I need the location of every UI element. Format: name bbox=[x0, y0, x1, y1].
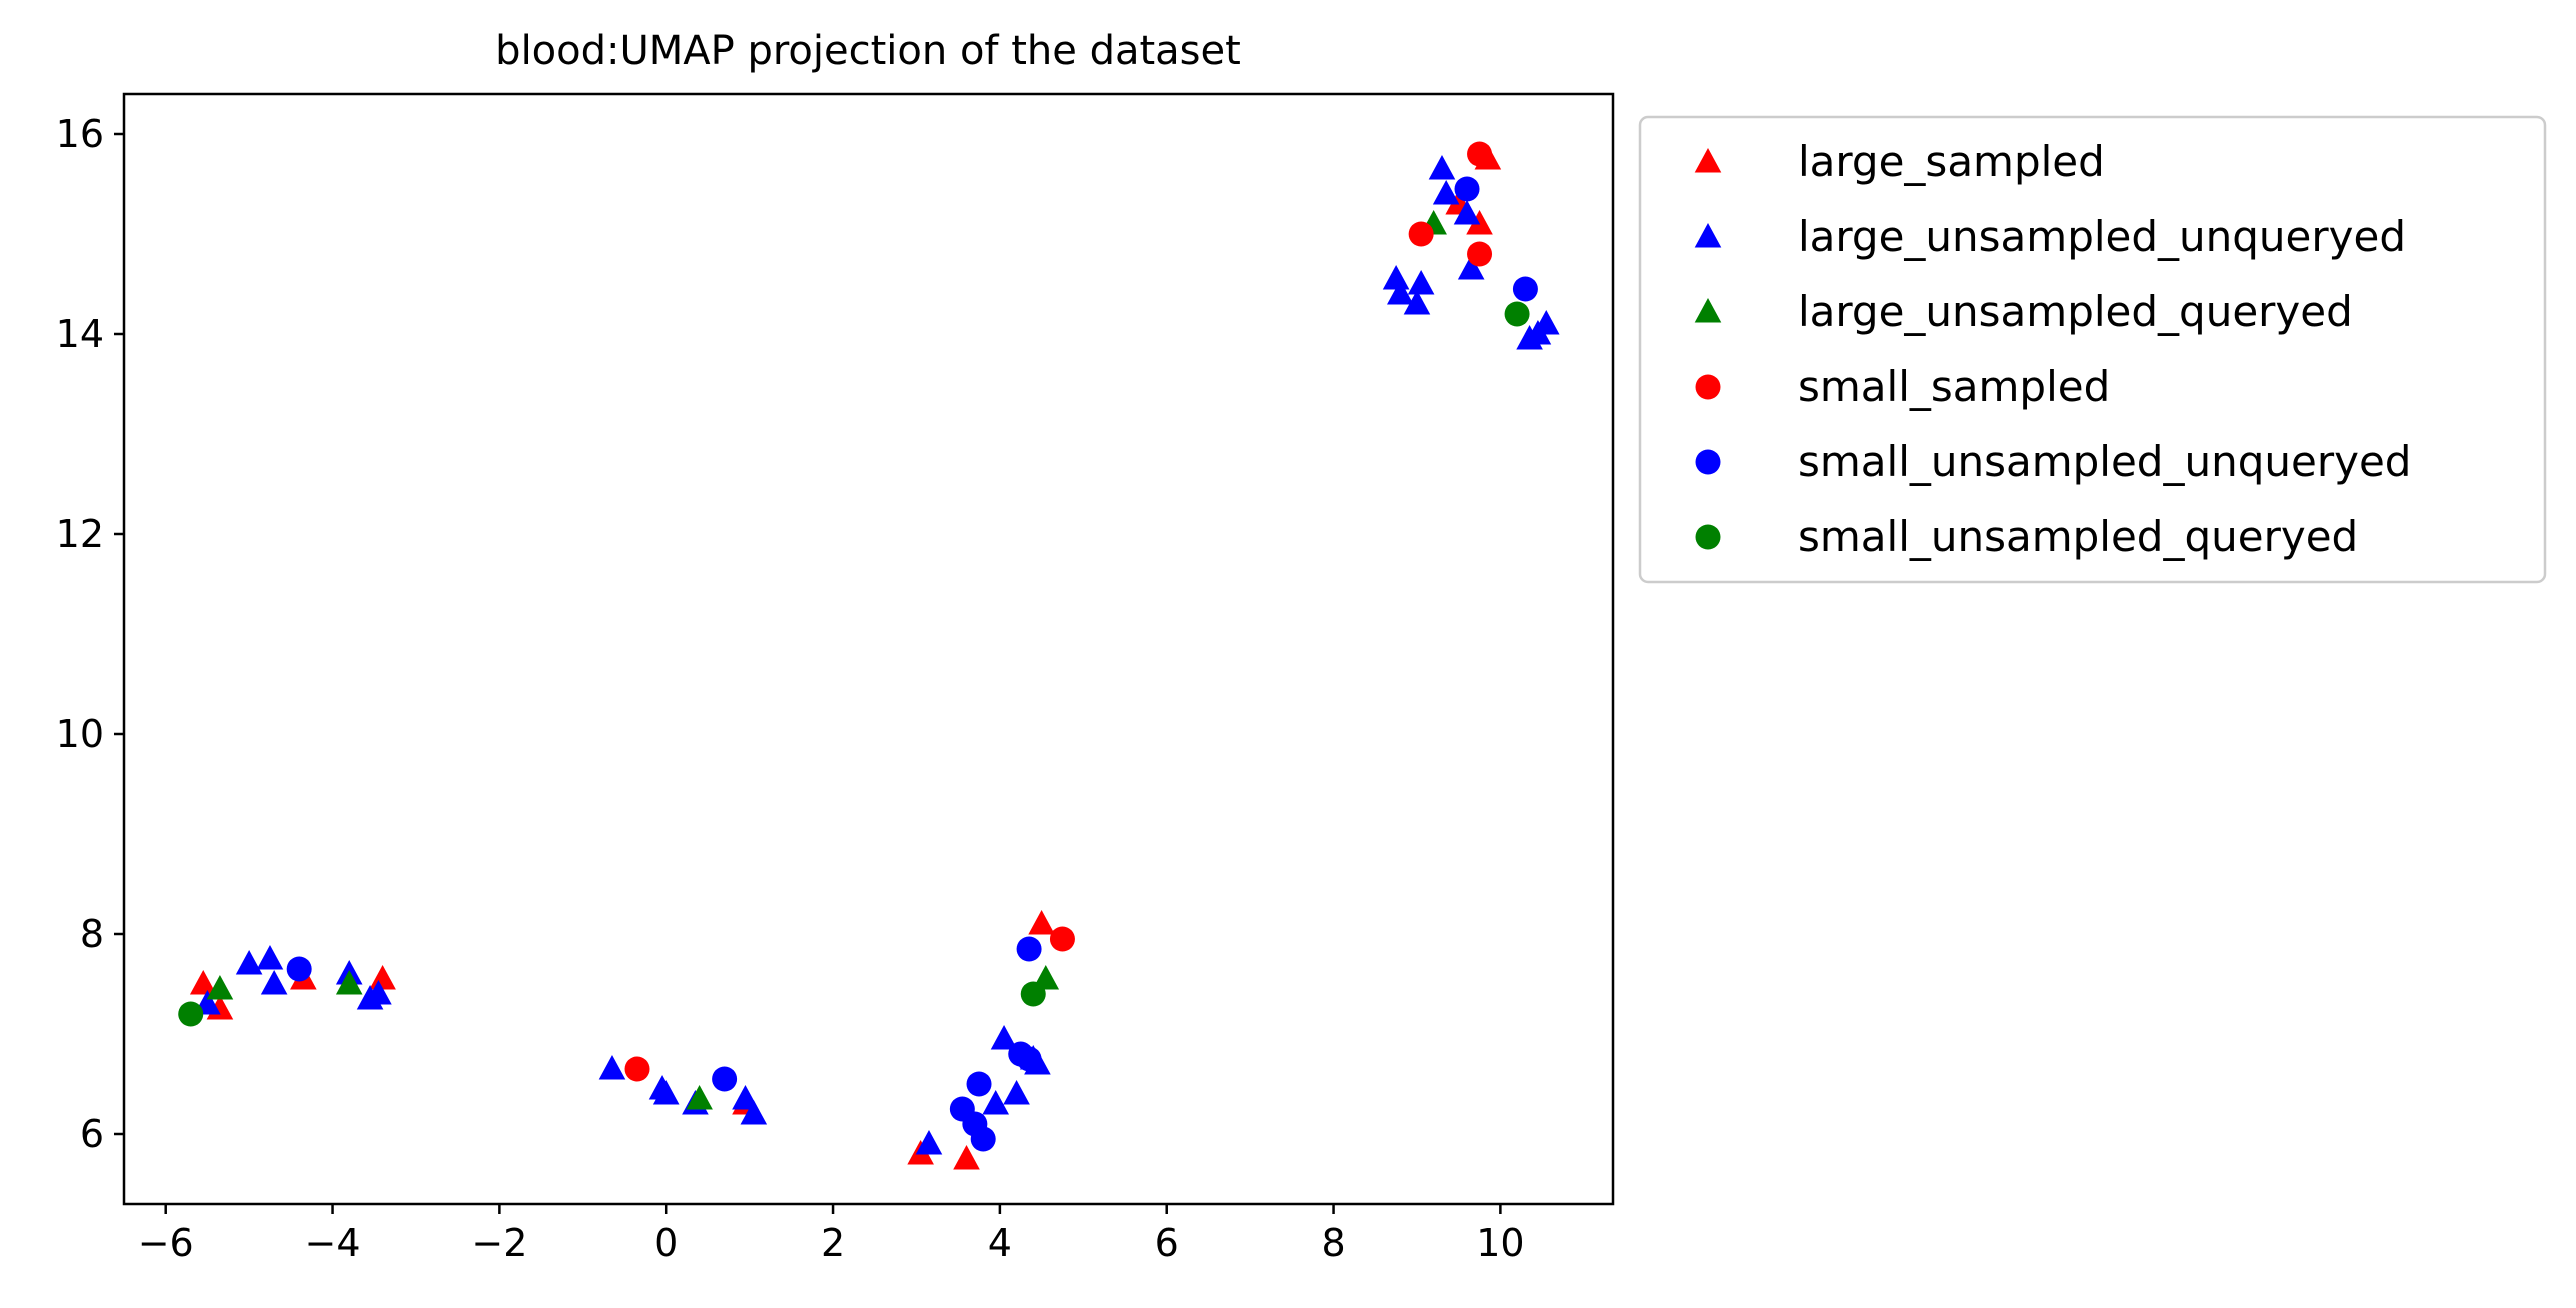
data-point bbox=[286, 956, 312, 982]
legend-label-large-unsampled-queryed: large_unsampled_queryed bbox=[1798, 287, 2353, 336]
data-point bbox=[686, 1085, 713, 1110]
data-point bbox=[260, 970, 288, 995]
x-tick-label: −6 bbox=[138, 1221, 194, 1265]
y-tick-label: 6 bbox=[80, 1112, 104, 1156]
x-tick-label: 10 bbox=[1476, 1221, 1524, 1265]
data-point bbox=[1382, 265, 1410, 290]
legend-marker-small-unsampled-unqueryed bbox=[1695, 449, 1721, 475]
data-point bbox=[256, 945, 284, 970]
x-tick-label: −2 bbox=[471, 1221, 527, 1265]
data-point bbox=[1453, 200, 1481, 225]
data-point bbox=[712, 1066, 738, 1092]
legend-marker-small-unsampled-queryed bbox=[1695, 524, 1721, 550]
series-small-unsampled-queryed bbox=[178, 301, 1530, 1027]
data-point bbox=[1407, 270, 1435, 295]
legend-label-small-unsampled-unqueryed: small_unsampled_unqueryed bbox=[1798, 437, 2411, 486]
data-point bbox=[178, 1001, 204, 1027]
x-tick-label: −4 bbox=[305, 1221, 361, 1265]
data-point bbox=[335, 970, 363, 995]
y-tick-label: 10 bbox=[56, 712, 104, 756]
data-point bbox=[1016, 936, 1042, 962]
data-point bbox=[1028, 910, 1055, 935]
y-tick-label: 16 bbox=[56, 112, 104, 156]
plot-area-frame bbox=[122, 92, 1615, 1206]
x-tick-label: 8 bbox=[1321, 1221, 1345, 1265]
legend: large_sampled large_unsampled_unqueryedla… bbox=[1638, 115, 2547, 584]
data-point bbox=[365, 980, 392, 1005]
data-point bbox=[1003, 1080, 1030, 1105]
data-point bbox=[1532, 310, 1560, 335]
legend-label-large-sampled: large_sampled bbox=[1798, 137, 2105, 186]
legend-marker-large-unsampled-unqueryed bbox=[1694, 223, 1722, 248]
data-point bbox=[1466, 210, 1493, 235]
x-tick-label: 6 bbox=[1155, 1221, 1179, 1265]
data-point bbox=[990, 1025, 1018, 1050]
data-point bbox=[598, 1055, 626, 1080]
data-point bbox=[966, 1071, 992, 1097]
y-tick-label: 8 bbox=[80, 912, 104, 956]
data-point bbox=[1467, 141, 1493, 167]
data-point bbox=[915, 1130, 943, 1155]
data-point bbox=[953, 1145, 980, 1170]
data-point bbox=[1512, 276, 1538, 302]
data-point bbox=[1386, 280, 1414, 305]
legend-frame bbox=[1638, 115, 2547, 584]
data-point bbox=[1432, 180, 1460, 205]
data-point bbox=[1457, 255, 1485, 280]
data-point bbox=[1016, 1046, 1042, 1072]
legend-label-large-unsampled-unqueryed: large_unsampled_unqueryed bbox=[1798, 212, 2406, 261]
series-small-sampled bbox=[624, 141, 1493, 1082]
axes: −6 −4 −2 0 2 4 6 8 10 6 8 10 12 14 16 bbox=[56, 112, 1525, 1265]
chart-title: blood:UMAP projection of the dataset bbox=[495, 28, 1241, 74]
y-tick-label: 12 bbox=[56, 512, 104, 556]
legend-label-small-sampled: small_sampled bbox=[1798, 362, 2110, 411]
data-point bbox=[1454, 176, 1480, 202]
x-tick-label: 2 bbox=[821, 1221, 845, 1265]
data-point bbox=[1020, 981, 1046, 1007]
x-tick-label: 0 bbox=[654, 1221, 678, 1265]
data-point bbox=[369, 965, 396, 990]
legend-marker-small-sampled bbox=[1695, 374, 1721, 400]
data-point bbox=[235, 950, 263, 975]
data-point bbox=[740, 1100, 768, 1125]
data-point bbox=[1467, 241, 1493, 267]
legend-label-small-unsampled-queryed: small_unsampled_queryed bbox=[1798, 512, 2358, 561]
data-point bbox=[982, 1090, 1010, 1115]
data-markers bbox=[178, 141, 1560, 1170]
data-point bbox=[970, 1126, 996, 1152]
series-small-unsampled-unqueryed bbox=[286, 176, 1538, 1152]
data-point bbox=[652, 1080, 680, 1105]
data-point bbox=[624, 1056, 650, 1082]
legend-marker-large-sampled bbox=[1694, 148, 1722, 173]
data-point bbox=[1403, 290, 1431, 315]
data-point bbox=[206, 975, 234, 1000]
y-tick-label: 14 bbox=[56, 312, 104, 356]
data-point bbox=[1049, 926, 1075, 952]
data-point bbox=[1504, 301, 1530, 327]
data-point bbox=[189, 970, 217, 995]
legend-marker-large-unsampled-queryed bbox=[1694, 298, 1722, 323]
data-point bbox=[1408, 221, 1434, 247]
data-point bbox=[1428, 155, 1456, 180]
x-tick-label: 4 bbox=[988, 1221, 1012, 1265]
